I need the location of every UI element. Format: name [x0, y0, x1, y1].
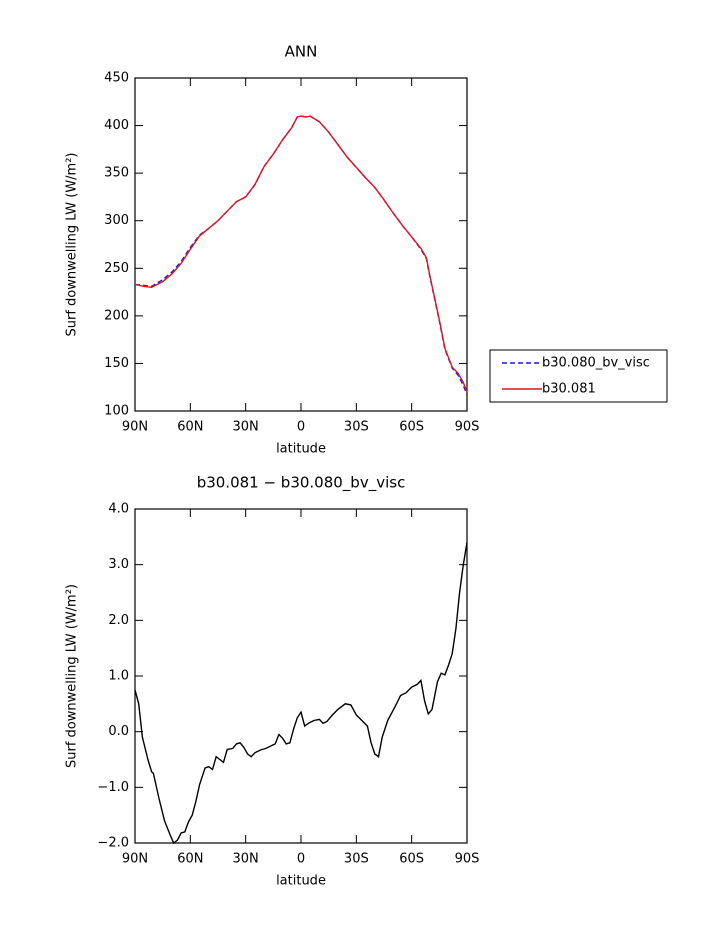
x-tick-label: 60S	[399, 852, 424, 867]
plot-frame	[134, 508, 468, 844]
x-tick-label: 90N	[122, 420, 148, 435]
y-tick-label: 150	[104, 356, 129, 371]
data-line	[134, 115, 468, 393]
y-tick-label: −1.0	[97, 780, 129, 795]
y-tick-label: 2.0	[108, 613, 129, 628]
y-tick-label: 4.0	[108, 502, 129, 517]
y-tick-label: 350	[104, 166, 129, 181]
y-axis-label: Surf downwelling LW (W/m²)	[65, 584, 80, 768]
chart-title: ANN	[285, 43, 318, 61]
x-tick-label: 60N	[177, 420, 203, 435]
y-tick-label: 100	[104, 404, 129, 419]
x-tick-label: 60N	[177, 852, 203, 867]
x-tick-label: 30N	[233, 852, 259, 867]
y-tick-label: 3.0	[108, 557, 129, 572]
x-tick-label: 90N	[122, 852, 148, 867]
chart-title: b30.081 − b30.080_bv_visc	[197, 474, 406, 493]
x-tick-label: 90S	[455, 420, 480, 435]
x-axis-label: latitude	[276, 874, 326, 889]
legend-label: b30.081	[542, 382, 596, 397]
x-axis-label: latitude	[276, 442, 326, 457]
y-tick-label: 400	[104, 118, 129, 133]
y-tick-label: −2.0	[97, 836, 129, 851]
x-tick-label: 90S	[455, 852, 480, 867]
data-line	[134, 542, 468, 845]
data-line	[134, 115, 468, 396]
y-tick-label: 200	[104, 308, 129, 323]
y-tick-label: 450	[104, 71, 129, 86]
x-tick-label: 60S	[399, 420, 424, 435]
y-tick-label: 300	[104, 213, 129, 228]
y-tick-label: 250	[104, 261, 129, 276]
x-tick-label: 30N	[233, 420, 259, 435]
legend-label: b30.080_bv_visc	[542, 356, 650, 371]
x-tick-label: 30S	[344, 420, 369, 435]
y-tick-label: 1.0	[108, 669, 129, 684]
x-tick-label: 0	[297, 420, 305, 435]
legend-box	[489, 349, 668, 403]
x-tick-label: 0	[297, 852, 305, 867]
x-tick-label: 30S	[344, 852, 369, 867]
y-tick-label: 0.0	[108, 724, 129, 739]
y-axis-label: Surf downwelling LW (W/m²)	[65, 153, 80, 337]
